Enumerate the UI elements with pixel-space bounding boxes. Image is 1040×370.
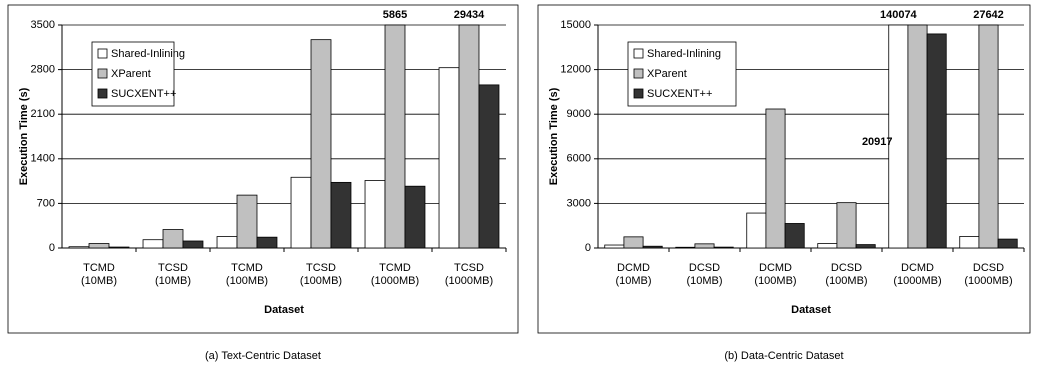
y-tick-label: 700 bbox=[37, 197, 55, 209]
y-tick-label: 2800 bbox=[31, 64, 55, 76]
y-tick-label: 3000 bbox=[567, 197, 591, 209]
bar bbox=[236, 194, 258, 249]
legend-swatch bbox=[633, 48, 644, 59]
x-tick-label: (1000MB) bbox=[964, 275, 1012, 287]
bar bbox=[404, 185, 426, 249]
bar bbox=[182, 240, 204, 249]
panel-border bbox=[537, 4, 1031, 334]
bar bbox=[817, 243, 838, 249]
value-label: 5865 bbox=[383, 9, 407, 21]
bar bbox=[836, 202, 857, 249]
x-tick-label: DCSD bbox=[831, 262, 862, 274]
bar bbox=[256, 236, 278, 249]
legend-label: Shared-Inlining bbox=[647, 48, 721, 60]
legend-swatch bbox=[633, 88, 644, 99]
bar bbox=[364, 180, 386, 249]
bar bbox=[142, 239, 164, 249]
bar bbox=[675, 246, 696, 249]
legend-label: SUCXENT++ bbox=[111, 88, 176, 100]
bar bbox=[478, 84, 500, 249]
legend-swatch bbox=[97, 88, 108, 99]
bar bbox=[784, 223, 805, 249]
bar bbox=[384, 24, 406, 249]
caption: (a) Text-Centric Dataset bbox=[205, 350, 321, 362]
x-tick-label: TCMD bbox=[231, 262, 263, 274]
y-tick-label: 3500 bbox=[31, 19, 55, 31]
y-axis-label: Execution Time (s) bbox=[548, 87, 560, 185]
legend-box bbox=[627, 41, 737, 107]
value-label: 140074 bbox=[880, 9, 918, 21]
bar bbox=[438, 67, 460, 249]
x-tick-label: DCSD bbox=[689, 262, 720, 274]
y-tick-label: 9000 bbox=[567, 108, 591, 120]
legend-label: Shared-Inlining bbox=[111, 48, 185, 60]
y-tick-label: 0 bbox=[585, 242, 591, 254]
value-label: 29434 bbox=[454, 9, 485, 21]
legend-label: XParent bbox=[111, 68, 151, 80]
bar bbox=[959, 236, 980, 249]
bar bbox=[765, 108, 786, 249]
value-label: 27642 bbox=[973, 9, 1004, 21]
x-tick-label: (100MB) bbox=[300, 275, 342, 287]
bar bbox=[108, 246, 130, 249]
panel-border bbox=[7, 4, 519, 334]
x-tick-label: (100MB) bbox=[825, 275, 867, 287]
x-axis-label: Dataset bbox=[264, 304, 304, 316]
x-tick-label: (10MB) bbox=[81, 275, 117, 287]
legend-swatch bbox=[97, 68, 108, 79]
bar bbox=[907, 24, 928, 249]
bar bbox=[68, 246, 90, 249]
x-tick-label: DCMD bbox=[617, 262, 650, 274]
bar bbox=[713, 246, 734, 249]
y-tick-label: 2100 bbox=[31, 108, 55, 120]
x-tick-label: (10MB) bbox=[155, 275, 191, 287]
value-label: 20917 bbox=[862, 136, 893, 148]
bar bbox=[604, 244, 625, 249]
x-tick-label: TCSD bbox=[158, 262, 188, 274]
y-tick-label: 12000 bbox=[560, 64, 591, 76]
x-tick-label: DCSD bbox=[973, 262, 1004, 274]
x-tick-label: TCMD bbox=[379, 262, 411, 274]
bar bbox=[290, 176, 312, 249]
x-tick-label: (10MB) bbox=[615, 275, 651, 287]
bar bbox=[978, 24, 999, 249]
legend-label: SUCXENT++ bbox=[647, 88, 712, 100]
y-tick-label: 6000 bbox=[567, 153, 591, 165]
x-tick-label: DCMD bbox=[759, 262, 792, 274]
x-tick-label: (1000MB) bbox=[445, 275, 493, 287]
x-tick-label: (100MB) bbox=[226, 275, 268, 287]
x-axis-label: Dataset bbox=[791, 304, 831, 316]
bar bbox=[997, 238, 1018, 249]
bar bbox=[216, 236, 238, 249]
bar bbox=[458, 24, 480, 249]
legend-swatch bbox=[633, 68, 644, 79]
x-tick-label: (1000MB) bbox=[893, 275, 941, 287]
bar bbox=[642, 245, 663, 249]
y-tick-label: 1400 bbox=[31, 153, 55, 165]
x-tick-label: TCSD bbox=[306, 262, 336, 274]
x-tick-label: TCSD bbox=[454, 262, 484, 274]
x-tick-label: DCMD bbox=[901, 262, 934, 274]
bar bbox=[623, 236, 644, 249]
x-tick-label: TCMD bbox=[83, 262, 115, 274]
y-tick-label: 0 bbox=[49, 242, 55, 254]
legend-swatch bbox=[97, 48, 108, 59]
bar bbox=[694, 243, 715, 249]
x-tick-label: (100MB) bbox=[754, 275, 796, 287]
y-axis-label: Execution Time (s) bbox=[18, 87, 30, 185]
x-tick-label: (10MB) bbox=[686, 275, 722, 287]
x-tick-label: (1000MB) bbox=[371, 275, 419, 287]
bar bbox=[88, 243, 110, 249]
bar bbox=[310, 39, 332, 249]
legend-label: XParent bbox=[647, 68, 687, 80]
caption: (b) Data-Centric Dataset bbox=[724, 350, 843, 362]
bar bbox=[746, 212, 767, 249]
bar bbox=[330, 181, 352, 249]
bar bbox=[926, 33, 947, 249]
bar bbox=[855, 244, 876, 249]
bar bbox=[162, 229, 184, 249]
y-tick-label: 15000 bbox=[560, 19, 591, 31]
